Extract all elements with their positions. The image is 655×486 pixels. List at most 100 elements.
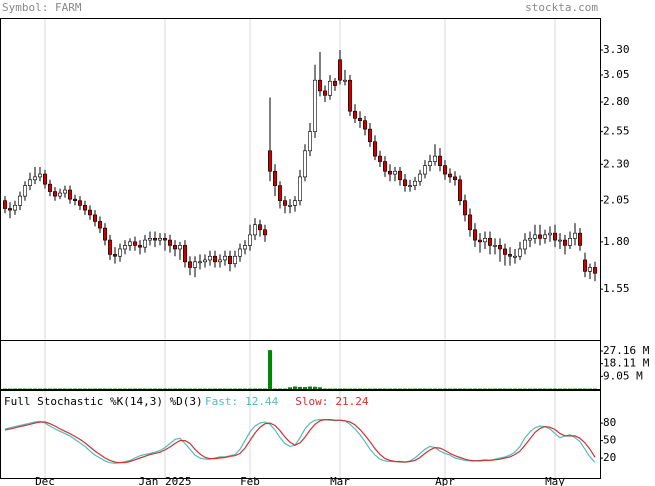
volume-bar — [308, 386, 312, 389]
volume-panel — [0, 340, 601, 390]
candle-body — [27, 179, 32, 186]
volume-bar — [288, 387, 292, 389]
candle-body — [282, 200, 287, 206]
symbol: Symbol: FARM — [2, 1, 82, 14]
volume-bar — [293, 386, 297, 389]
candle-body — [427, 161, 432, 166]
y-tick-label: 9.05 M — [603, 369, 643, 382]
candle-body — [123, 245, 128, 250]
candle-body — [522, 239, 527, 250]
candle-body — [118, 248, 123, 257]
candle-body — [257, 224, 262, 231]
candle-body — [73, 198, 78, 201]
candle-body — [193, 261, 198, 268]
candle-body — [552, 232, 557, 241]
candle-body — [582, 259, 587, 272]
y-tick-label: 2.80 — [603, 95, 630, 108]
candle-body — [562, 239, 567, 246]
candle-body — [83, 205, 88, 211]
candle-body — [467, 214, 472, 231]
candle-body — [507, 254, 512, 257]
candle-body — [367, 128, 372, 143]
candle-body — [352, 110, 357, 119]
candle-body — [342, 79, 347, 82]
candle-body — [297, 176, 302, 201]
candle-body — [178, 245, 183, 250]
candle-body — [337, 59, 342, 81]
candle-body — [592, 267, 597, 274]
candle-body — [68, 189, 73, 200]
candle-body — [437, 155, 442, 166]
candle-body — [472, 229, 477, 241]
y-tick-label: 50 — [603, 434, 616, 447]
candle-body — [62, 189, 67, 194]
candle-body — [2, 200, 8, 209]
candle-body — [32, 176, 37, 181]
volume-bar — [268, 350, 272, 389]
candle-body — [17, 195, 22, 206]
candle-body — [327, 80, 332, 96]
volume-bar — [298, 386, 302, 389]
volume-bar — [318, 387, 322, 389]
candle-body — [492, 245, 497, 247]
candle-body — [567, 238, 572, 246]
candle-body — [527, 238, 532, 241]
y-tick-label: 2.30 — [603, 157, 630, 170]
candle-body — [248, 234, 253, 246]
candle-body — [153, 238, 158, 241]
source: stockta.com — [525, 1, 598, 14]
candle-body — [218, 259, 223, 263]
candle-body — [432, 155, 437, 162]
candle-body — [497, 245, 502, 250]
candle-body — [387, 170, 392, 175]
candle-body — [402, 179, 407, 186]
candle-body — [407, 185, 412, 187]
candle-body — [412, 180, 417, 186]
candle-body — [47, 183, 52, 192]
x-tick-label: May — [545, 475, 565, 486]
candle-body — [168, 239, 173, 246]
legend-value: 12.44 — [245, 395, 278, 408]
candle-body — [302, 150, 307, 178]
candle-body — [322, 90, 327, 96]
stoch-line — [4, 419, 596, 464]
candle-body — [22, 185, 27, 197]
candle-body — [572, 232, 577, 239]
candle-body — [357, 117, 362, 121]
candle-body — [317, 79, 322, 92]
x-tick-label: Jan 2025 — [139, 475, 192, 486]
y-tick-label: 20 — [603, 451, 616, 464]
candle-body — [158, 238, 163, 241]
x-tick-label: Apr — [435, 475, 455, 486]
candle-body — [128, 241, 133, 246]
candle-body — [113, 254, 118, 257]
candle-body — [292, 200, 297, 206]
candle-body — [487, 238, 492, 246]
candle-body — [557, 239, 562, 242]
y-tick-label: 1.80 — [603, 235, 630, 248]
candle-body — [307, 131, 312, 152]
candle-body — [8, 208, 13, 211]
candle-body — [13, 205, 18, 211]
candle-body — [477, 239, 482, 243]
candle-body — [347, 79, 352, 112]
y-tick-label: 3.05 — [603, 68, 630, 81]
volume-bar — [313, 386, 317, 389]
legend-name: Slow: — [295, 395, 328, 408]
candle-body — [253, 224, 258, 236]
x-tick-label: Feb — [240, 475, 260, 486]
candle-body — [502, 248, 507, 255]
candle-body — [37, 173, 42, 178]
y-tick-label: 80 — [603, 416, 616, 429]
x-tick-label: Mar — [330, 475, 350, 486]
candle-body — [223, 255, 228, 261]
candle-body — [203, 259, 208, 263]
candle-body — [88, 209, 93, 216]
stoch-panel — [0, 390, 601, 479]
candle-body — [262, 229, 267, 236]
candle-body — [397, 170, 402, 181]
candle-body — [267, 150, 272, 172]
stoch-line — [4, 419, 596, 464]
